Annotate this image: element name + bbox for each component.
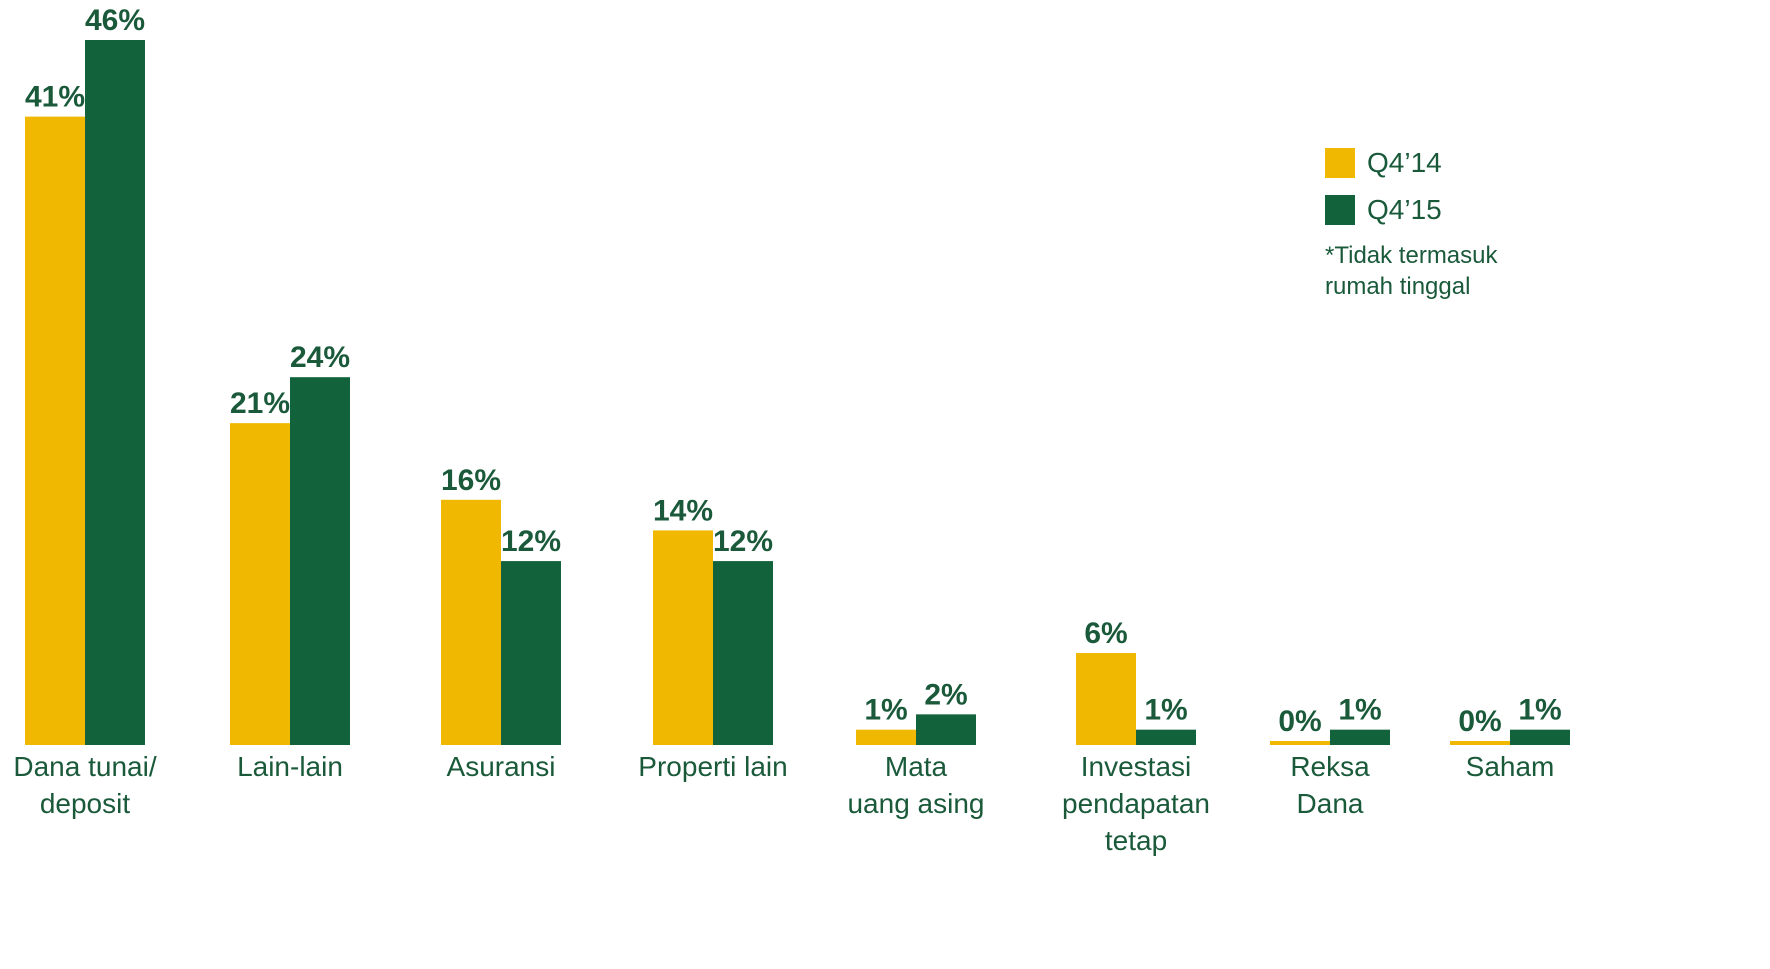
- category-label-5-1: pendapatan: [1062, 788, 1210, 819]
- value-label-0-6: 0%: [1278, 705, 1321, 738]
- bar-1-0: [85, 40, 145, 745]
- legend-item-q4-15: Q4’15: [1325, 193, 1575, 227]
- category-label-4-1: uang asing: [847, 788, 984, 819]
- legend-swatch-q4-14: [1325, 148, 1355, 178]
- value-label-1-2: 12%: [501, 525, 561, 558]
- bar-0-2: [441, 499, 501, 745]
- category-label-3-0: Properti lain: [638, 751, 787, 782]
- category-label-5-0: Investasi: [1081, 751, 1192, 782]
- value-labels-layer: 41%46%21%24%16%12%14%12%1% 2%6%1% 0% 1% 0% 1%: [25, 4, 1562, 738]
- category-label-4-0: Mata: [885, 751, 948, 782]
- value-label-1-3: 12%: [713, 525, 773, 558]
- value-label-1-7: 1%: [1518, 694, 1561, 727]
- bar-1-1: [290, 377, 350, 745]
- legend-note-line-2: rumah tinggal: [1325, 273, 1471, 300]
- bar-0-6: [1270, 741, 1330, 745]
- bar-0-3: [653, 530, 713, 745]
- value-label-0-4: 1%: [864, 694, 907, 727]
- legend-note: *Tidak termasuk rumah tinggal: [1325, 240, 1575, 302]
- category-label-2-0: Asuransi: [447, 751, 556, 782]
- category-label-6-1: Dana: [1297, 788, 1364, 819]
- bar-0-4: [856, 729, 916, 745]
- category-label-0-1: deposit: [40, 788, 131, 819]
- bar-0-7: [1450, 741, 1510, 745]
- category-label-5-2: tetap: [1105, 825, 1167, 856]
- value-label-0-7: 0%: [1458, 705, 1501, 738]
- value-label-0-5: 6%: [1084, 617, 1127, 650]
- value-label-1-1: 24%: [290, 341, 350, 374]
- legend-swatch-q4-15: [1325, 195, 1355, 225]
- bar-0-5: [1076, 653, 1136, 745]
- legend-note-line-1: *Tidak termasuk: [1325, 242, 1498, 269]
- value-label-0-0: 41%: [25, 81, 85, 114]
- bar-0-1: [230, 423, 290, 745]
- bars-layer: [25, 40, 1570, 745]
- value-label-1-6: 1%: [1338, 694, 1381, 727]
- category-label-6-0: Reksa: [1290, 751, 1370, 782]
- legend-label-q4-14: Q4’14: [1367, 147, 1442, 178]
- value-label-0-1: 21%: [230, 387, 290, 420]
- bar-1-6: [1330, 729, 1390, 745]
- value-label-1-5: 1%: [1144, 694, 1187, 727]
- bar-1-5: [1136, 729, 1196, 745]
- category-label-0-0: Dana tunai/: [13, 751, 156, 782]
- value-label-0-3: 14%: [653, 494, 713, 527]
- legend-label-q4-15: Q4’15: [1367, 194, 1442, 225]
- bar-1-2: [501, 561, 561, 745]
- bar-1-3: [713, 561, 773, 745]
- value-label-1-0: 46%: [85, 4, 145, 37]
- bar-0-0: [25, 116, 85, 745]
- value-label-1-4: 2%: [924, 678, 967, 711]
- category-labels-layer: Dana tunai/deposit Lain-lain Asuransi Prope…: [13, 751, 1554, 856]
- legend-item-q4-14: Q4’14: [1325, 146, 1575, 180]
- legend: Q4’14 Q4’15 *Tidak termasuk rumah tingga…: [1325, 146, 1575, 302]
- bar-1-4: [916, 714, 976, 745]
- bar-1-7: [1510, 729, 1570, 745]
- value-label-0-2: 16%: [441, 464, 501, 497]
- category-label-7-0: Saham: [1466, 751, 1555, 782]
- category-label-1-0: Lain-lain: [237, 751, 343, 782]
